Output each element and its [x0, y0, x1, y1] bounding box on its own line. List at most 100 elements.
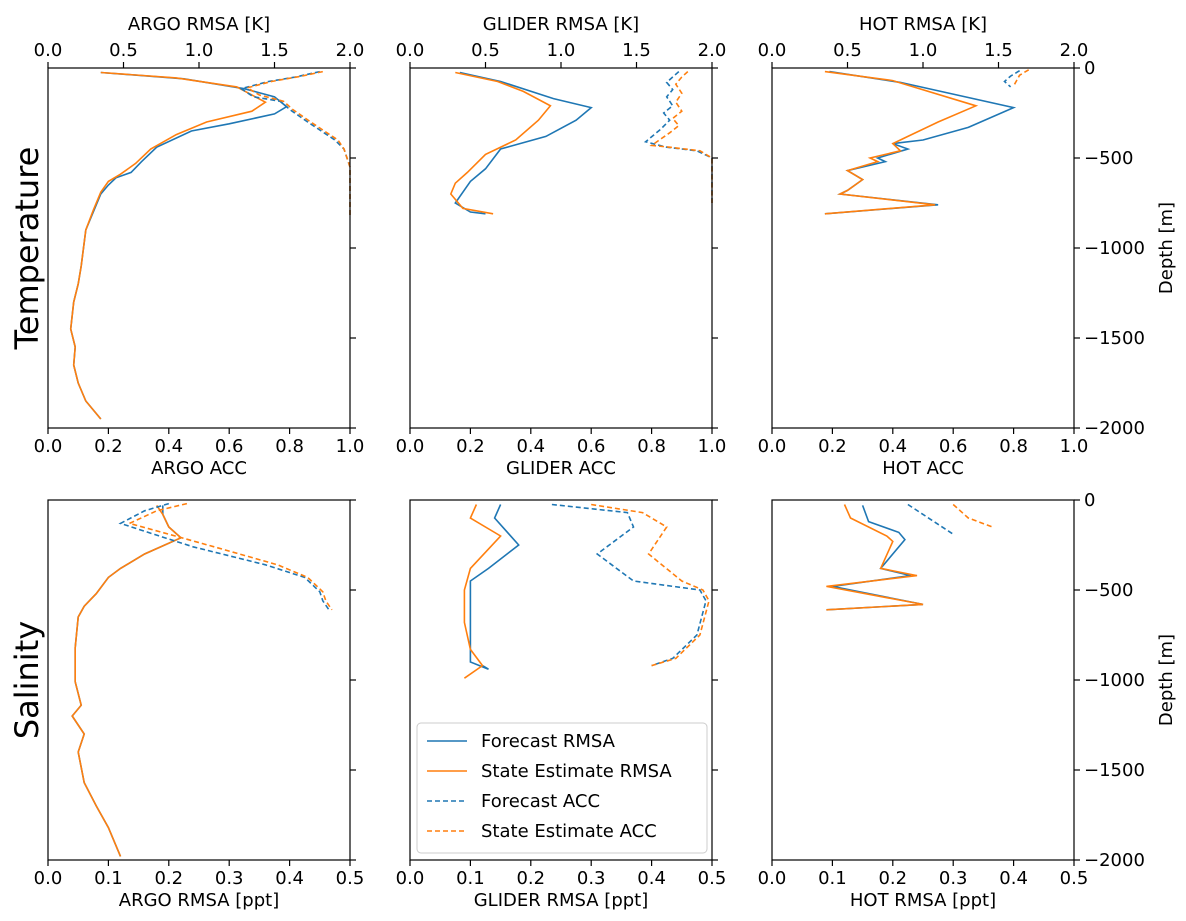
axes-frame: [47, 67, 351, 429]
top-axis-title: HOT RMSA [K]: [859, 14, 987, 35]
bottom-tick-label: 0.2: [878, 868, 907, 889]
top-axis-title: ARGO RMSA [K]: [128, 14, 270, 35]
bottom-tick-label: 0.2: [456, 436, 485, 457]
bottom-axis-title: GLIDER RMSA [ppt]: [474, 890, 649, 911]
axes-frame: [771, 499, 1075, 861]
bottom-tick-label: 0.2: [818, 436, 847, 457]
bottom-tick-label: 0.5: [698, 868, 727, 889]
panel-1-0: 0.0 0.1 0.2 0.3 0.4 0.5 ARGO RMSA [ppt]: [34, 499, 365, 911]
bottom-tick-label: 1.0: [698, 436, 727, 457]
bottom-tick-label: 0.6: [215, 436, 244, 457]
series-line-state-rmsa: [71, 504, 183, 857]
bottom-tick-label: 0.6: [577, 436, 606, 457]
top-tick-label: 1.0: [909, 40, 938, 61]
bottom-tick-label: 0.2: [516, 868, 545, 889]
bottom-tick-label: 0.0: [396, 868, 425, 889]
legend-label-forecast-rmsa: Forecast RMSA: [481, 731, 616, 752]
panel-0-0: 0.0 0.5 1.0 1.5 2.0 ARGO RMSA [K] 0.0 0.2 0.4 0.6…: [34, 14, 365, 479]
bottom-tick-label: 0.2: [94, 436, 123, 457]
series-line-state-acc: [1012, 69, 1030, 87]
top-tick-label: 2.0: [336, 40, 365, 61]
bottom-tick-label: 0.5: [336, 868, 365, 889]
axes-frame: [771, 67, 1075, 429]
bottom-tick-label: 0.8: [637, 436, 666, 457]
y-tick-label: −1000: [1084, 238, 1145, 259]
series-line-forecast-rmsa: [71, 505, 183, 857]
bottom-axis-title: GLIDER ACC: [506, 458, 616, 479]
bottom-tick-label: 0.0: [758, 868, 787, 889]
bottom-tick-label: 0.2: [154, 868, 183, 889]
legend-label-state-rmsa: State Estimate RMSA: [481, 761, 672, 782]
top-tick-label: 0.0: [396, 40, 425, 61]
top-tick-label: 1.0: [547, 40, 576, 61]
top-tick-label: 1.5: [622, 40, 651, 61]
series-line-forecast-rmsa: [69, 71, 288, 420]
y-tick-label: −500: [1084, 148, 1133, 169]
bottom-tick-label: 0.4: [637, 868, 666, 889]
top-tick-label: 0.5: [471, 40, 500, 61]
bottom-tick-label: 0.8: [275, 436, 304, 457]
series-line-forecast-rmsa: [469, 504, 520, 670]
top-tick-label: 0.5: [833, 40, 862, 61]
series-line-forecast-rmsa: [826, 505, 924, 611]
y-tick-label: −2000: [1084, 418, 1145, 439]
y-tick-label: 0: [1084, 490, 1095, 511]
series-line-state-rmsa: [463, 504, 502, 679]
panel-0-2: 0.0 0.5 1.0 1.5 2.0 HOT RMSA [K] 0.0 0.2 0.4 0.6 0…: [758, 14, 1177, 479]
y-tick-label: −2000: [1084, 850, 1145, 871]
bottom-tick-label: 0.8: [999, 436, 1028, 457]
top-tick-label: 1.5: [984, 40, 1013, 61]
panel-1-1: 0.0 0.1 0.2 0.3 0.4 0.5 GLIDER RMSA [ppt]: [396, 499, 727, 911]
bottom-tick-label: 0.4: [878, 436, 907, 457]
series-line-state-rmsa: [824, 70, 979, 215]
series-line-state-acc: [649, 71, 713, 203]
legend: Forecast RMSA State Estimate RMSA Forecast…: [416, 722, 708, 854]
bottom-tick-label: 0.4: [999, 868, 1028, 889]
bottom-tick-label: 0.3: [577, 868, 606, 889]
bottom-axis-title: ARGO ACC: [151, 458, 247, 479]
top-tick-label: 1.5: [260, 40, 289, 61]
bottom-tick-label: 0.0: [34, 868, 63, 889]
top-tick-label: 2.0: [698, 40, 727, 61]
bottom-tick-label: 0.3: [215, 868, 244, 889]
bottom-tick-label: 0.1: [456, 868, 485, 889]
series-line-forecast-acc: [551, 503, 707, 667]
series-line-forecast-acc: [643, 71, 713, 203]
bottom-axis-title: HOT ACC: [882, 458, 964, 479]
bottom-tick-label: 0.0: [758, 436, 787, 457]
series-line-forecast-rmsa: [454, 71, 593, 215]
bottom-tick-label: 0.5: [1060, 868, 1089, 889]
panel-1-2: 0.0 0.1 0.2 0.3 0.4 0.5 HOT RMSA [ppt] 0 −500 −10…: [758, 490, 1177, 911]
bottom-axis-title: HOT RMSA [ppt]: [850, 890, 996, 911]
y-axis-title: Depth [m]: [1156, 634, 1177, 726]
series-line-state-rmsa: [826, 504, 924, 611]
series-line-state-acc: [952, 503, 993, 528]
legend-frame: [416, 722, 708, 854]
bottom-tick-label: 1.0: [1060, 436, 1089, 457]
top-axis-title: GLIDER RMSA [K]: [483, 14, 639, 35]
top-tick-label: 0.5: [109, 40, 138, 61]
series-line-state-acc: [127, 502, 333, 611]
bottom-tick-label: 0.4: [516, 436, 545, 457]
bottom-tick-label: 0.6: [939, 436, 968, 457]
bottom-tick-label: 0.4: [275, 868, 304, 889]
y-tick-label: −1000: [1084, 670, 1145, 691]
y-tick-label: −1500: [1084, 760, 1145, 781]
series-line-state-rmsa: [449, 71, 552, 215]
series-line-state-rmsa: [69, 71, 267, 420]
legend-label-state-acc: State Estimate ACC: [481, 821, 657, 842]
axes-frame: [47, 499, 351, 861]
bottom-axis-title: ARGO RMSA [ppt]: [119, 890, 279, 911]
bottom-tick-label: 0.4: [154, 436, 183, 457]
bottom-tick-label: 0.0: [34, 436, 63, 457]
series-line-state-acc: [591, 503, 710, 667]
axes-frame: [409, 67, 713, 429]
y-axis-title: Depth [m]: [1156, 202, 1177, 294]
panels: 0.0 0.5 1.0 1.5 2.0 ARGO RMSA [K] 0.0 0.2 0.4 0.6…: [34, 14, 1177, 911]
bottom-tick-label: 1.0: [336, 436, 365, 457]
bottom-tick-label: 0.3: [939, 868, 968, 889]
y-tick-label: 0: [1084, 58, 1095, 79]
row-label-salinity: Salinity: [8, 621, 46, 739]
legend-label-forecast-acc: Forecast ACC: [481, 791, 600, 812]
